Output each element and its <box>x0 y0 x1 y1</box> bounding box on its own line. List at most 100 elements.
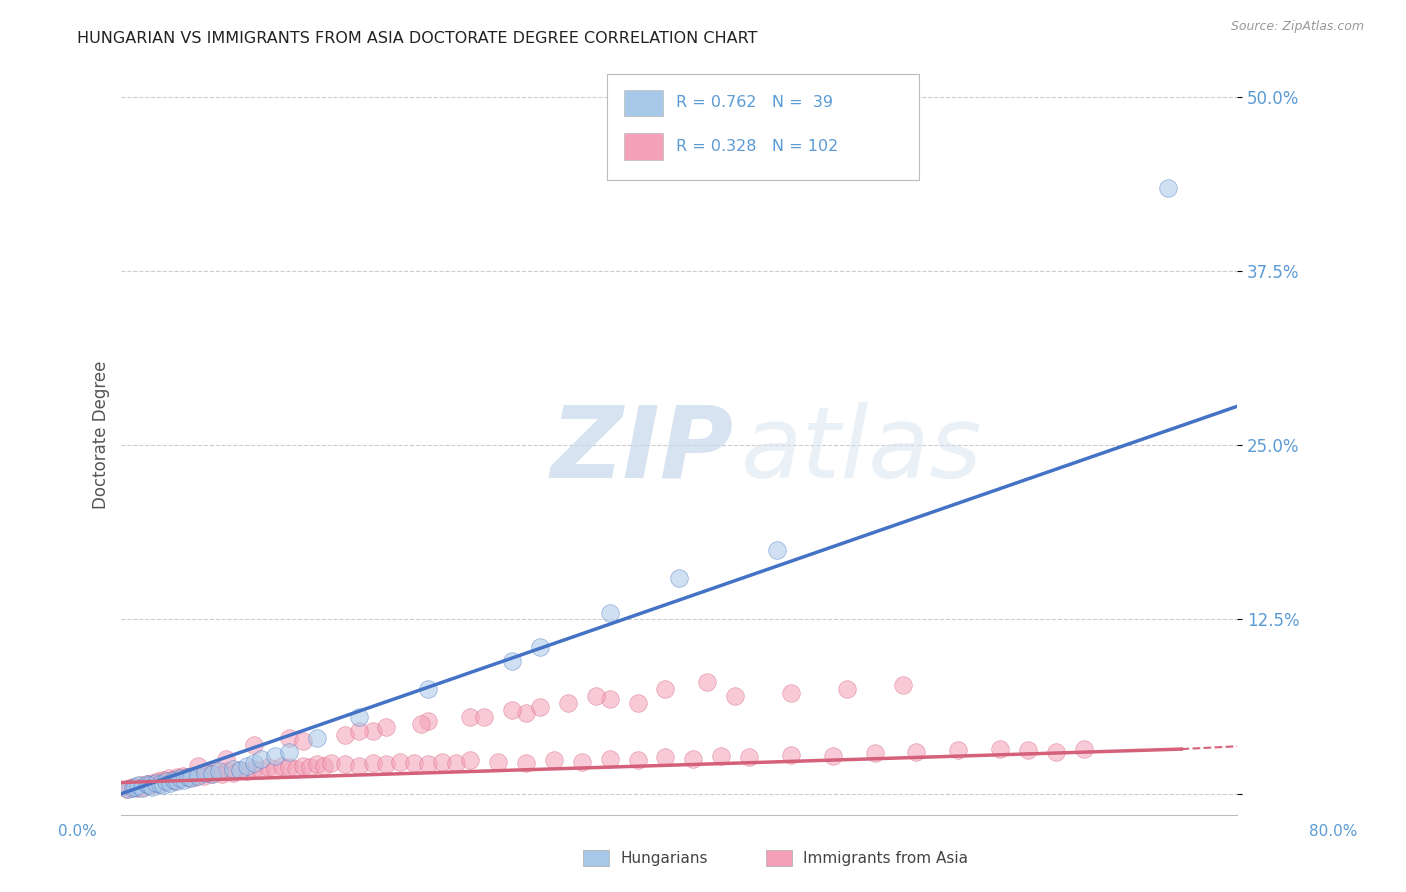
Point <box>1045 745 1067 759</box>
Point <box>193 768 215 782</box>
Point <box>626 696 648 710</box>
Point <box>222 765 245 780</box>
Point <box>291 733 314 747</box>
Point <box>208 764 231 779</box>
Point <box>305 731 328 745</box>
Point <box>411 717 433 731</box>
Point <box>375 720 398 734</box>
FancyBboxPatch shape <box>607 74 920 180</box>
Point <box>124 780 146 794</box>
Point <box>738 750 761 764</box>
Point <box>1073 742 1095 756</box>
Point <box>710 749 733 764</box>
Point <box>152 772 174 787</box>
Point <box>174 770 197 784</box>
Point <box>117 782 139 797</box>
Point <box>131 781 153 796</box>
Point <box>124 780 146 794</box>
Point <box>169 772 191 786</box>
Point <box>205 764 228 779</box>
Point <box>236 764 259 779</box>
Point <box>270 759 292 773</box>
Point <box>145 775 167 789</box>
Point <box>236 759 259 773</box>
Point <box>501 703 523 717</box>
Point <box>599 752 621 766</box>
Point <box>184 770 207 784</box>
Point <box>118 781 141 796</box>
Text: R = 0.328   N = 102: R = 0.328 N = 102 <box>676 139 838 153</box>
Point <box>668 571 690 585</box>
Text: HUNGARIAN VS IMMIGRANTS FROM ASIA DOCTORATE DEGREE CORRELATION CHART: HUNGARIAN VS IMMIGRANTS FROM ASIA DOCTOR… <box>77 31 758 46</box>
Point <box>172 768 194 782</box>
Point <box>155 774 177 789</box>
Bar <box>623 90 662 116</box>
Point <box>211 767 233 781</box>
Text: 80.0%: 80.0% <box>1309 824 1357 838</box>
Point <box>821 749 844 764</box>
Point <box>121 780 143 794</box>
Point <box>180 768 202 782</box>
Point <box>501 654 523 668</box>
Point <box>305 757 328 772</box>
Point <box>458 710 481 724</box>
Point <box>599 606 621 620</box>
Point <box>194 765 217 780</box>
Point <box>458 753 481 767</box>
Point <box>201 767 224 781</box>
Point <box>127 778 149 792</box>
Point <box>149 777 172 791</box>
Point <box>835 682 858 697</box>
Point <box>257 760 280 774</box>
Point <box>626 753 648 767</box>
Point <box>149 775 172 789</box>
Point <box>654 750 676 764</box>
Point <box>529 640 551 655</box>
Point <box>229 763 252 777</box>
Point <box>277 745 299 759</box>
Point <box>157 772 180 786</box>
Point <box>222 762 245 776</box>
Point <box>177 770 200 784</box>
Point <box>543 753 565 767</box>
Y-axis label: Doctorate Degree: Doctorate Degree <box>93 360 110 509</box>
Point <box>780 686 803 700</box>
Point <box>152 778 174 792</box>
Point <box>1156 180 1178 194</box>
Point <box>163 772 186 787</box>
Text: Hungarians: Hungarians <box>620 851 707 865</box>
Point <box>863 746 886 760</box>
Point <box>201 767 224 781</box>
Point <box>229 763 252 777</box>
Point <box>780 747 803 762</box>
Text: ZIP: ZIP <box>551 401 734 499</box>
Point <box>361 756 384 770</box>
Point <box>375 757 398 772</box>
Point <box>312 759 335 773</box>
Point <box>188 767 211 781</box>
Point <box>215 752 238 766</box>
Point <box>1017 743 1039 757</box>
Point <box>891 678 914 692</box>
Point <box>766 542 789 557</box>
Point <box>138 778 160 792</box>
Point <box>263 762 285 776</box>
Point <box>138 778 160 792</box>
Point <box>418 714 440 729</box>
Point <box>250 752 273 766</box>
Point <box>141 775 163 789</box>
Point <box>141 780 163 794</box>
Point <box>472 710 495 724</box>
Text: R = 0.762   N =  39: R = 0.762 N = 39 <box>676 95 832 111</box>
Point <box>243 762 266 776</box>
Point <box>515 706 537 720</box>
Point <box>948 743 970 757</box>
Text: Immigrants from Asia: Immigrants from Asia <box>803 851 967 865</box>
Text: 0.0%: 0.0% <box>58 824 97 838</box>
Point <box>169 772 191 786</box>
Point <box>654 682 676 697</box>
Point <box>187 768 209 782</box>
Point <box>571 755 593 769</box>
Point <box>418 757 440 772</box>
Point <box>132 780 155 794</box>
